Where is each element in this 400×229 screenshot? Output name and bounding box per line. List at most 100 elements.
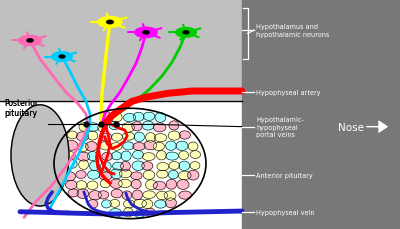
Ellipse shape	[110, 199, 120, 207]
Ellipse shape	[124, 114, 136, 122]
Ellipse shape	[142, 162, 153, 170]
Ellipse shape	[57, 151, 68, 161]
Ellipse shape	[119, 170, 132, 178]
Ellipse shape	[110, 179, 122, 188]
Ellipse shape	[155, 113, 166, 123]
Ellipse shape	[122, 133, 135, 141]
Ellipse shape	[188, 171, 199, 180]
Ellipse shape	[157, 163, 169, 171]
Ellipse shape	[11, 105, 69, 206]
Ellipse shape	[78, 143, 88, 152]
Bar	[0, 102, 242, 229]
Ellipse shape	[98, 191, 109, 199]
Ellipse shape	[111, 143, 122, 151]
Ellipse shape	[145, 208, 155, 217]
Ellipse shape	[134, 199, 146, 208]
Ellipse shape	[122, 191, 132, 200]
Ellipse shape	[142, 199, 153, 209]
Ellipse shape	[65, 152, 75, 160]
Ellipse shape	[77, 189, 88, 199]
Ellipse shape	[110, 169, 122, 179]
Ellipse shape	[100, 142, 112, 150]
Ellipse shape	[68, 189, 79, 197]
Ellipse shape	[134, 133, 144, 142]
Ellipse shape	[65, 141, 78, 151]
Ellipse shape	[156, 191, 168, 200]
Text: Hypothalamic-
hypophyseal
portal veins: Hypothalamic- hypophyseal portal veins	[256, 117, 304, 138]
Ellipse shape	[134, 210, 145, 218]
Ellipse shape	[87, 152, 98, 161]
Ellipse shape	[19, 36, 41, 46]
Ellipse shape	[111, 113, 122, 123]
Ellipse shape	[124, 200, 135, 208]
Ellipse shape	[66, 160, 77, 169]
Ellipse shape	[88, 200, 98, 208]
Ellipse shape	[132, 122, 142, 131]
Ellipse shape	[79, 123, 89, 132]
Ellipse shape	[179, 131, 190, 139]
Ellipse shape	[123, 142, 134, 150]
Ellipse shape	[143, 32, 149, 35]
Ellipse shape	[87, 123, 99, 132]
Ellipse shape	[135, 28, 157, 38]
Ellipse shape	[109, 122, 120, 130]
Text: Hypophyseal artery: Hypophyseal artery	[256, 90, 321, 96]
Ellipse shape	[143, 171, 155, 180]
Ellipse shape	[100, 134, 112, 142]
Ellipse shape	[59, 56, 65, 59]
Ellipse shape	[183, 32, 189, 35]
Ellipse shape	[188, 142, 198, 151]
Ellipse shape	[142, 153, 155, 161]
Bar	[0, 0, 242, 102]
Ellipse shape	[100, 162, 111, 172]
Text: Posterior
pituitary: Posterior pituitary	[4, 98, 38, 118]
Ellipse shape	[66, 180, 77, 189]
Ellipse shape	[166, 141, 176, 151]
Ellipse shape	[100, 180, 110, 188]
Ellipse shape	[98, 124, 108, 132]
Ellipse shape	[143, 191, 155, 199]
Ellipse shape	[27, 40, 33, 43]
Ellipse shape	[132, 190, 142, 200]
Ellipse shape	[121, 151, 131, 161]
Ellipse shape	[87, 181, 98, 190]
Ellipse shape	[109, 209, 122, 218]
Ellipse shape	[52, 52, 72, 62]
Ellipse shape	[90, 162, 99, 171]
Ellipse shape	[142, 122, 154, 131]
Ellipse shape	[155, 200, 166, 208]
Ellipse shape	[118, 180, 131, 188]
Ellipse shape	[164, 191, 176, 200]
Ellipse shape	[112, 162, 124, 170]
Text: Hypothalamus and
hypothalamic neurons: Hypothalamus and hypothalamic neurons	[256, 24, 329, 38]
Ellipse shape	[76, 181, 87, 190]
Ellipse shape	[178, 171, 191, 180]
Ellipse shape	[176, 28, 196, 38]
Ellipse shape	[76, 171, 86, 179]
FancyArrowPatch shape	[367, 122, 387, 133]
Ellipse shape	[179, 191, 192, 199]
Ellipse shape	[98, 17, 122, 28]
Ellipse shape	[112, 152, 122, 160]
Ellipse shape	[190, 162, 200, 170]
Ellipse shape	[88, 171, 100, 179]
Ellipse shape	[100, 112, 111, 121]
Ellipse shape	[176, 142, 188, 151]
Ellipse shape	[169, 121, 179, 130]
Ellipse shape	[112, 134, 122, 142]
Ellipse shape	[168, 131, 180, 141]
Ellipse shape	[146, 133, 156, 142]
Text: Nose: Nose	[338, 122, 364, 132]
Ellipse shape	[131, 180, 141, 189]
Ellipse shape	[131, 172, 142, 180]
Ellipse shape	[56, 161, 67, 171]
Ellipse shape	[99, 172, 112, 180]
Ellipse shape	[111, 189, 122, 198]
Text: Hypophyseal vein: Hypophyseal vein	[256, 209, 314, 215]
Ellipse shape	[76, 132, 89, 141]
Ellipse shape	[54, 109, 206, 219]
Ellipse shape	[64, 172, 76, 181]
Text: Posterior
pituitary: Posterior pituitary	[4, 98, 38, 118]
Ellipse shape	[133, 143, 145, 151]
Ellipse shape	[177, 180, 189, 190]
